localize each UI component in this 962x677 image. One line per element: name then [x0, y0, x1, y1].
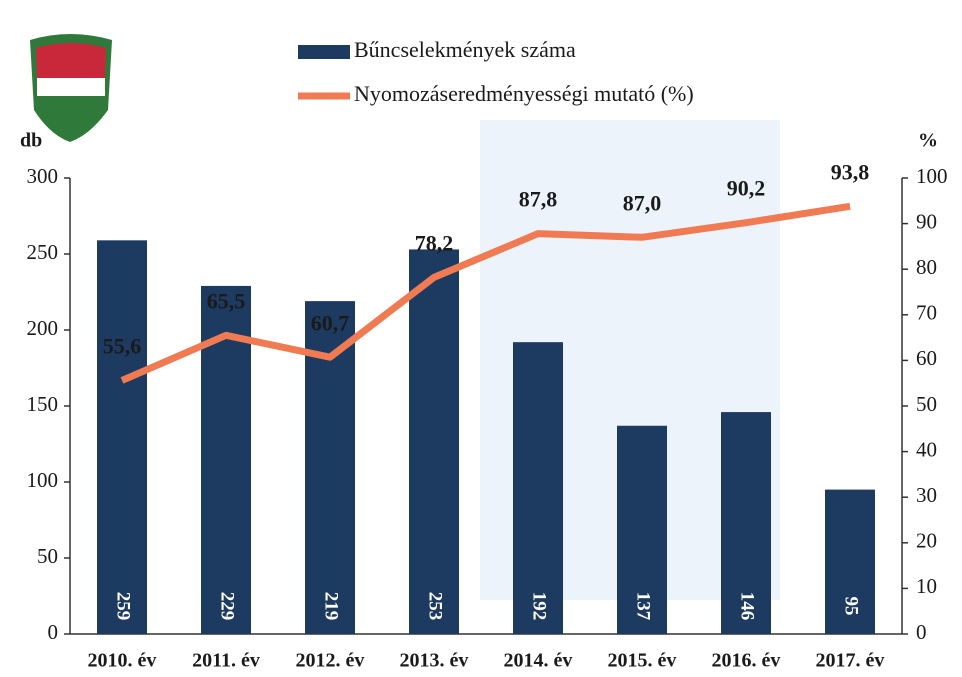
bar-value-label: 219	[321, 592, 342, 621]
x-tick-label: 2011. év	[192, 650, 260, 672]
bar-value-label: 259	[113, 592, 134, 621]
y2-tick-label: 100	[916, 164, 948, 188]
line-value-label: 93,8	[831, 159, 870, 184]
line-value-label: 87,0	[623, 190, 662, 215]
x-tick-label: 2013. év	[400, 650, 469, 672]
line-value-label: 60,7	[311, 310, 350, 335]
line-value-label: 87,8	[519, 187, 558, 212]
y-tick-label: 0	[48, 620, 59, 644]
x-tick-label: 2012. év	[296, 650, 365, 672]
legend-label: Bűncselekmények száma	[354, 37, 576, 62]
x-tick-label: 2016. év	[712, 650, 781, 672]
y-tick-label: 300	[27, 164, 59, 188]
x-tick-label: 2017. év	[816, 650, 885, 672]
x-tick-label: 2014. év	[504, 650, 573, 672]
y-tick-label: 100	[27, 468, 59, 492]
y2-axis-label: %	[918, 130, 938, 152]
bar-value-label: 95	[841, 597, 862, 616]
y2-tick-label: 30	[916, 483, 937, 507]
line-value-label: 90,2	[727, 176, 766, 201]
bar-value-label: 137	[633, 592, 654, 621]
bar-value-label: 253	[425, 592, 446, 621]
y2-tick-label: 0	[916, 620, 927, 644]
y2-tick-label: 20	[916, 529, 937, 553]
bar	[97, 240, 147, 634]
y-axis-label: db	[20, 130, 42, 152]
bar-value-label: 192	[529, 592, 550, 621]
line-value-label: 65,5	[207, 288, 246, 313]
chart: db % 0 50 100 150 200 250 300 0 10 20 30 40 50 60 70 80…	[0, 0, 962, 677]
y-tick-label: 150	[27, 392, 59, 416]
y-tick-label: 200	[27, 316, 59, 340]
line-value-label: 55,6	[103, 334, 142, 359]
bar-value-label: 146	[737, 592, 758, 621]
bar	[409, 249, 459, 634]
legend-label: Nyomozáseredményességi mutató (%)	[354, 81, 694, 106]
y-tick-label: 50	[37, 544, 58, 568]
y2-tick-label: 40	[916, 437, 937, 461]
x-tick-label: 2015. év	[608, 650, 677, 672]
x-tick-label: 2010. év	[88, 650, 157, 672]
bar-value-label: 229	[217, 592, 238, 621]
y2-tick-label: 70	[916, 301, 937, 325]
y2-tick-label: 90	[916, 209, 937, 233]
bar	[513, 342, 563, 634]
y2-tick-label: 50	[916, 392, 937, 416]
legend-swatch	[298, 45, 350, 59]
y2-tick-label: 60	[916, 346, 937, 370]
y-tick-label: 250	[27, 240, 59, 264]
y2-tick-label: 80	[916, 255, 937, 279]
y2-tick-label: 10	[916, 574, 937, 598]
line-value-label: 78,2	[415, 230, 454, 255]
